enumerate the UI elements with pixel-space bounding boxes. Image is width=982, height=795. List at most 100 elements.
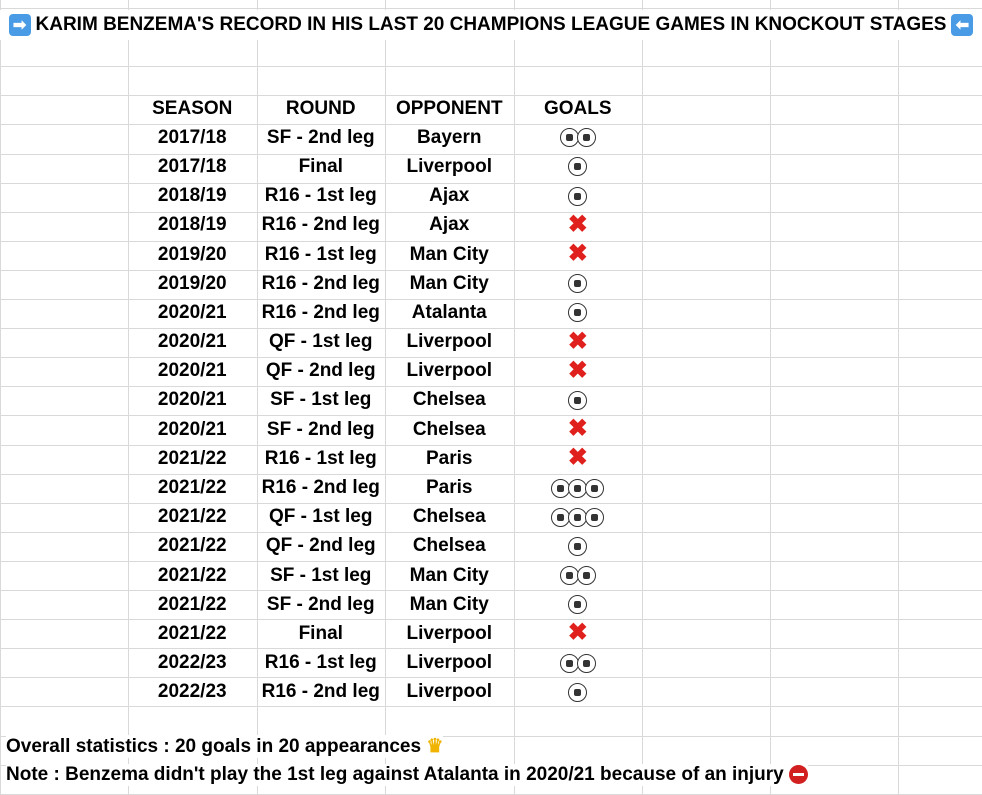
grid-row-line xyxy=(0,240,982,242)
header-opponent: OPPONENT xyxy=(395,97,503,119)
goals-cell xyxy=(514,389,643,411)
football-icon xyxy=(568,274,588,294)
season-cell: 2020/21 xyxy=(157,360,227,382)
grid-row-line xyxy=(0,735,982,737)
left-arrow-icon: ⬅ xyxy=(951,14,974,36)
round-cell: R16 - 1st leg xyxy=(264,185,377,207)
season-cell: 2021/22 xyxy=(157,593,227,615)
season-cell: 2019/20 xyxy=(157,272,227,294)
grid-column-line xyxy=(514,0,515,795)
record-table: SEASON ROUND OPPONENT GOALS 2017/18 SF - … xyxy=(128,94,642,707)
table-row: 2022/23 R16 - 2nd leg Liverpool xyxy=(128,678,642,707)
opponent-cell: Bayern xyxy=(417,126,482,148)
goals-cell: ✖ xyxy=(514,356,643,384)
table-row: 2020/21 QF - 2nd leg Liverpool ✖ xyxy=(128,357,642,386)
table-row: 2021/22 Final Liverpool ✖ xyxy=(128,619,642,648)
grid-row-line xyxy=(0,386,982,388)
round-cell: R16 - 2nd leg xyxy=(261,477,380,499)
grid-row-line xyxy=(0,619,982,621)
note-text: Note : Benzema didn't play the 1st leg a… xyxy=(6,764,784,785)
season-cell: 2018/19 xyxy=(157,185,227,207)
grid-row-line xyxy=(0,182,982,184)
grid-row-line xyxy=(0,357,982,359)
grid-column-line xyxy=(642,0,643,795)
opponent-cell: Ajax xyxy=(429,214,470,236)
round-cell: QF - 2nd leg xyxy=(265,360,376,382)
football-icon xyxy=(551,507,571,527)
overall-text: Overall statistics : 20 goals in 20 appe… xyxy=(6,736,422,757)
opponent-cell: Atalanta xyxy=(411,301,487,323)
header-goals: GOALS xyxy=(543,97,612,119)
table-row: 2020/21 QF - 1st leg Liverpool ✖ xyxy=(128,328,642,357)
opponent-cell: Chelsea xyxy=(412,506,486,528)
grid-row-line xyxy=(0,153,982,155)
grid-row-line xyxy=(0,299,982,300)
table-row: 2021/22 R16 - 2nd leg Paris xyxy=(128,473,642,502)
season-cell: 2020/21 xyxy=(157,418,227,440)
round-cell: QF - 1st leg xyxy=(269,506,373,528)
grid-row-line xyxy=(0,473,982,475)
season-cell: 2020/21 xyxy=(157,331,227,353)
goals-cell: ✖ xyxy=(514,212,643,238)
table-row: 2020/21 SF - 1st leg Chelsea xyxy=(128,386,642,415)
season-cell: 2021/22 xyxy=(157,564,227,586)
season-cell: 2022/23 xyxy=(157,652,227,674)
grid-row-line xyxy=(0,560,982,562)
opponent-cell: Chelsea xyxy=(412,389,486,411)
grid-row-line xyxy=(0,590,982,591)
round-cell: R16 - 1st leg xyxy=(264,652,377,674)
grid-column-line xyxy=(128,0,129,795)
opponent-cell: Chelsea xyxy=(412,418,486,440)
opponent-cell: Liverpool xyxy=(406,652,492,674)
opponent-cell: Ajax xyxy=(429,185,470,207)
cross-icon: ✖ xyxy=(567,327,588,355)
table-row: 2020/21 SF - 2nd leg Chelsea ✖ xyxy=(128,415,642,444)
table-row: 2021/22 SF - 2nd leg Man City xyxy=(128,590,642,619)
round-cell: SF - 1st leg xyxy=(270,564,372,586)
table-row: 2020/21 R16 - 2nd leg Atalanta xyxy=(128,298,642,327)
round-cell: SF - 2nd leg xyxy=(266,418,375,440)
season-cell: 2019/20 xyxy=(157,243,227,265)
season-cell: 2021/22 xyxy=(157,447,227,469)
cross-icon: ✖ xyxy=(567,356,588,384)
grid-row-line xyxy=(0,8,982,9)
sheet-title: ➡ KARIM BENZEMA'S RECORD IN HIS LAST 20 … xyxy=(0,10,982,40)
grid-row-line xyxy=(0,677,982,679)
table-row: 2022/23 R16 - 1st leg Liverpool xyxy=(128,649,642,678)
football-icon xyxy=(576,128,596,148)
grid-row-line xyxy=(0,269,982,271)
table-row: 2021/22 QF - 2nd leg Chelsea xyxy=(128,532,642,561)
note: Note : Benzema didn't play the 1st leg a… xyxy=(6,764,809,786)
goals-cell xyxy=(514,127,643,149)
header-season: SEASON xyxy=(152,97,233,119)
football-icon xyxy=(551,478,571,498)
crown-icon: ♛ xyxy=(426,736,444,757)
round-cell: R16 - 2nd leg xyxy=(261,214,380,236)
cross-icon: ✖ xyxy=(567,444,588,472)
round-cell: QF - 2nd leg xyxy=(265,535,376,557)
grid-row-line xyxy=(0,328,982,330)
round-cell: R16 - 2nd leg xyxy=(261,301,380,323)
table-header: SEASON ROUND OPPONENT GOALS xyxy=(128,94,642,123)
season-cell: 2021/22 xyxy=(157,477,227,499)
grid-row-line xyxy=(0,95,982,97)
grid-row-line xyxy=(0,66,982,68)
goals-cell: ✖ xyxy=(514,446,643,471)
opponent-cell: Man City xyxy=(409,593,489,615)
header-round: ROUND xyxy=(285,97,356,119)
grid-column-line xyxy=(770,0,771,795)
season-cell: 2017/18 xyxy=(157,126,227,148)
football-icon xyxy=(568,390,588,410)
cross-icon: ✖ xyxy=(567,415,588,443)
football-icon xyxy=(568,682,588,702)
season-cell: 2021/22 xyxy=(157,506,227,528)
round-cell: SF - 2nd leg xyxy=(266,126,375,148)
right-arrow-icon: ➡ xyxy=(8,14,31,36)
table-row: 2019/20 R16 - 1st leg Man City ✖ xyxy=(128,240,642,269)
football-icon xyxy=(568,186,588,206)
football-icon xyxy=(585,507,605,527)
goals-cell xyxy=(514,506,643,528)
season-cell: 2020/21 xyxy=(157,301,227,323)
opponent-cell: Paris xyxy=(426,477,473,499)
grid-row-line xyxy=(0,706,982,708)
